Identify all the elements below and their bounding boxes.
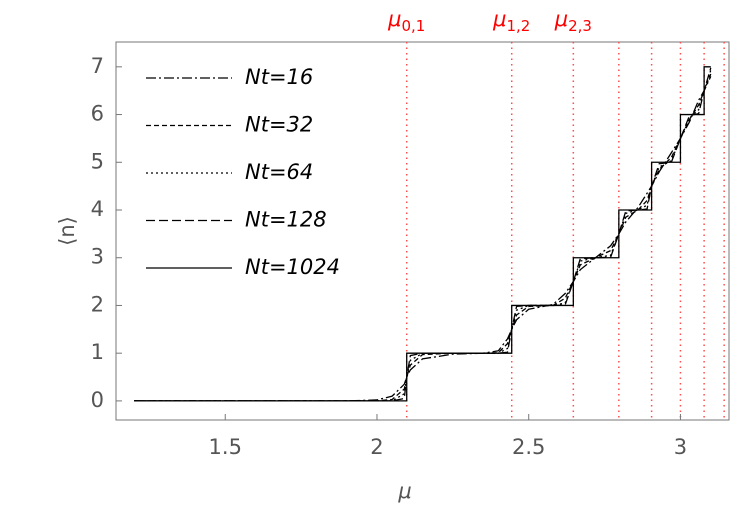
legend-label: Nt=1024 [245, 255, 340, 279]
y-tick-label: 2 [91, 292, 104, 316]
series-line [134, 76, 712, 402]
x-axis-label: μ [397, 479, 411, 503]
legend-label: Nt=32 [245, 113, 313, 137]
y-tick-label: 1 [91, 340, 104, 364]
series-line [134, 73, 712, 402]
plot-frame [115, 41, 730, 421]
series-line [134, 69, 712, 402]
transition-label: μ2,3 [554, 7, 592, 35]
y-axis-label: ⟨n⟩ [55, 216, 79, 246]
legend-label: Nt=128 [245, 208, 327, 232]
x-tick-label: 3 [674, 435, 687, 459]
x-tick-label: 1.5 [209, 435, 242, 459]
y-tick-label: 0 [91, 388, 104, 412]
y-tick-label: 4 [91, 197, 104, 221]
series-line [134, 67, 712, 402]
y-tick-label: 7 [91, 54, 104, 78]
legend-label: Nt=64 [245, 160, 313, 184]
transition-label: μ0,1 [387, 7, 425, 35]
x-tick-label: 2 [370, 435, 383, 459]
series-line [134, 66, 711, 402]
legend-label: Nt=16 [245, 65, 313, 89]
y-tick-label: 6 [91, 102, 104, 126]
y-tick-label: 3 [91, 245, 104, 269]
x-tick-label: 2.5 [512, 435, 545, 459]
y-tick-label: 5 [91, 149, 104, 173]
transition-label: μ1,2 [492, 7, 530, 35]
